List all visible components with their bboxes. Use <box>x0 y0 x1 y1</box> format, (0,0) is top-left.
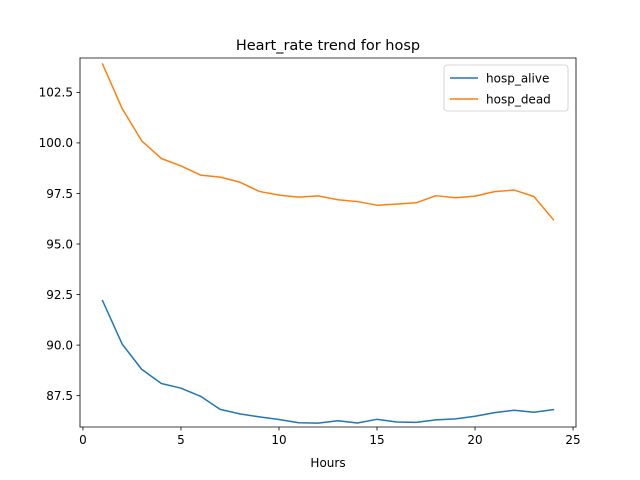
x-tick-label: 0 <box>79 433 87 447</box>
y-tick-label: 95.0 <box>46 237 73 251</box>
y-tick-label: 87.5 <box>46 389 73 403</box>
axes-frame <box>79 57 577 428</box>
x-tick-label: 25 <box>565 433 580 447</box>
chart-title: Heart_rate trend for hosp <box>236 38 420 54</box>
series-line-hosp_alive <box>101 299 555 424</box>
series-layer <box>101 63 555 424</box>
y-axis-ticks: 87.5 90.0 92.5 95.0 97.5 100.0 102.5 <box>39 86 80 403</box>
legend: hosp_alive hosp_dead <box>443 64 569 112</box>
x-axis-label: Hours <box>310 456 345 470</box>
legend-label-hosp_alive: hosp_alive <box>486 71 549 85</box>
y-tick-label: 97.5 <box>46 187 73 201</box>
x-axis-ticks: 0 5 10 15 20 25 <box>79 427 581 447</box>
y-tick-label: 90.0 <box>46 338 73 352</box>
y-tick-label: 102.5 <box>39 86 73 100</box>
x-tick-label: 5 <box>177 433 185 447</box>
series-line-hosp_dead <box>101 63 555 221</box>
legend-label-hosp_dead: hosp_dead <box>486 92 551 106</box>
plot-area <box>80 58 576 427</box>
x-tick-label: 20 <box>467 433 482 447</box>
y-tick-label: 100.0 <box>39 136 73 150</box>
y-tick-label: 92.5 <box>46 288 73 302</box>
x-tick-label: 15 <box>369 433 384 447</box>
x-tick-label: 10 <box>271 433 286 447</box>
